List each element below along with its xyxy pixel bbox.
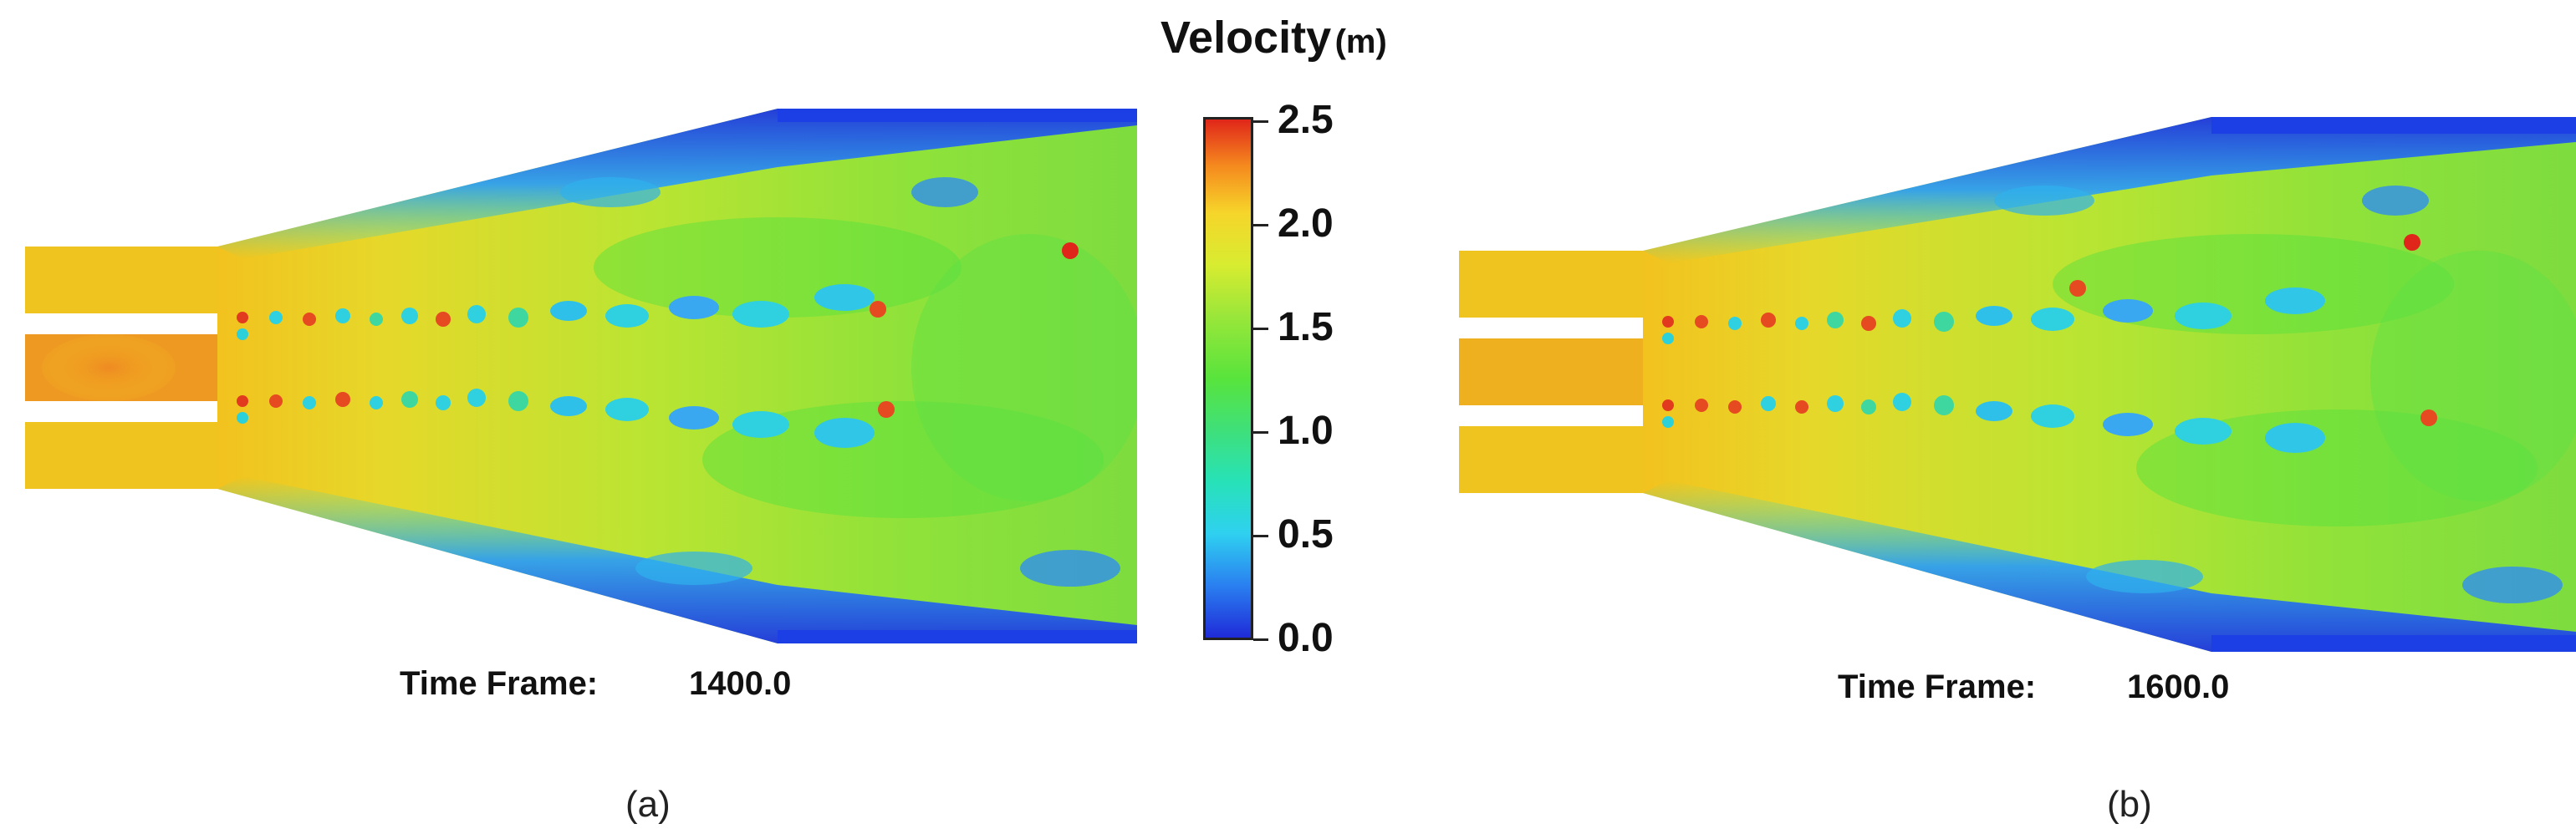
time-frame-a: Time Frame: 1400.0 (400, 665, 818, 705)
velocity-field-a (25, 109, 1137, 643)
time-frame-value: 1600.0 (2127, 669, 2230, 705)
wall-layer-top (1643, 117, 2576, 263)
colorbar-title: Velocity (m) (1160, 12, 1387, 64)
wall-layer-top (217, 109, 1137, 259)
inlet-channel-bottom (1459, 426, 1643, 493)
vortex-street-upper (1662, 280, 2325, 344)
colorbar-tick-label: 0.5 (1278, 512, 1334, 557)
inlet-channel-bottom (25, 422, 217, 489)
vortex-street-lower (1662, 393, 2437, 453)
colorbar-tick (1253, 224, 1268, 226)
caption-a: (a) (625, 784, 671, 825)
colorbar-tick-label: 0.0 (1278, 616, 1334, 660)
colorbar-tick (1253, 120, 1268, 123)
colorbar-title-main: Velocity (1160, 13, 1332, 63)
diffuser-body (1643, 117, 2576, 652)
colorbar-tick (1253, 431, 1268, 434)
flow-field-panel-b (1459, 100, 2576, 652)
colorbar-tick (1253, 638, 1268, 641)
flow-field-panel-a (25, 100, 1137, 652)
colorbar-tick-label: 1.5 (1278, 305, 1334, 349)
inlet-channel-middle (1459, 338, 1643, 405)
caption-b: (b) (2107, 784, 2152, 825)
time-frame-value: 1400.0 (689, 665, 792, 702)
colorbar-tick-label: 2.5 (1278, 98, 1334, 142)
vortex-street-upper (237, 284, 886, 340)
time-frame-label: Time Frame: (400, 665, 599, 702)
colorbar-title-unit: (m) (1334, 23, 1387, 60)
wall-layer-bottom (1643, 481, 2576, 652)
wall-layer-bottom (217, 476, 1137, 643)
colorbar-tick (1253, 535, 1268, 537)
velocity-field-b (1459, 117, 2576, 652)
colorbar (1203, 117, 1253, 640)
time-frame-b: Time Frame: 1600.0 (1838, 669, 2256, 709)
colorbar-tick-label: 1.0 (1278, 409, 1334, 453)
vortex-street-lower (237, 389, 895, 448)
inlet-channel-top (1459, 251, 1643, 318)
diffuser-body (217, 109, 1137, 643)
time-frame-label: Time Frame: (1838, 669, 2037, 705)
colorbar-tick (1253, 328, 1268, 330)
colorbar-tick-label: 2.0 (1278, 201, 1334, 246)
inlet-channel-top (25, 247, 217, 313)
